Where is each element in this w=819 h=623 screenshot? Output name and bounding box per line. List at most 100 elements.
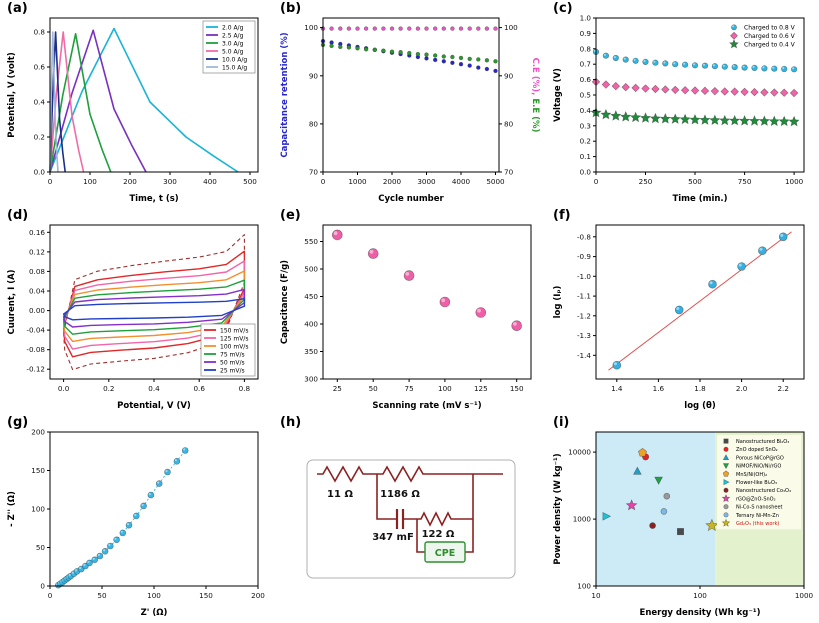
svg-text:Z' (Ω): Z' (Ω) (141, 608, 168, 618)
svg-text:Gd₂O₃ (this work): Gd₂O₃ (this work) (736, 521, 779, 527)
panel-h: (h) 11 Ω 1186 Ω 347 mF 122 Ω CPE (273, 414, 546, 623)
svg-text:750: 750 (738, 177, 752, 186)
svg-text:-0.12: -0.12 (26, 365, 45, 374)
svg-text:100 mV/s: 100 mV/s (220, 343, 248, 350)
svg-text:-1.3: -1.3 (577, 331, 591, 340)
svg-text:2000: 2000 (383, 177, 402, 186)
svg-text:25: 25 (333, 384, 342, 393)
resistor-bottom-path (403, 511, 473, 527)
svg-text:0.8: 0.8 (34, 28, 46, 37)
svg-text:-1.4: -1.4 (577, 351, 591, 360)
svg-text:0.4: 0.4 (148, 384, 160, 393)
svg-text:Ni-Co-S nanosheet: Ni-Co-S nanosheet (736, 505, 783, 511)
chart-f-log-log-fit: 1.4 1.6 1.8 2.0 2.2 -1.4 -1.3 -1.2 -1.1 -1.0 -0.9 -… (553, 224, 805, 411)
svg-text:Capacitance retention (%): Capacitance retention (%) (280, 32, 290, 157)
svg-text:Time, t (s): Time, t (s) (129, 194, 178, 204)
svg-text:- Z'' (Ω): - Z'' (Ω) (7, 491, 17, 527)
svg-text:0.1: 0.1 (580, 152, 591, 161)
svg-text:500: 500 (243, 177, 257, 186)
svg-text:0.6: 0.6 (193, 384, 205, 393)
svg-text:50: 50 (97, 591, 107, 600)
svg-text:0.0: 0.0 (58, 384, 70, 393)
svg-text:Energy density (Wh kg⁻¹): Energy density (Wh kg⁻¹) (640, 608, 761, 618)
svg-text:0.12: 0.12 (29, 247, 45, 256)
chart-g-nyquist-plot: 0 50 100 150 200 0 50 100 150 200 Z' (Ω) - Z'' (Ω) (7, 428, 265, 619)
svg-text:-0.8: -0.8 (577, 232, 591, 241)
chart-b-cycling-stability: 0 1000 2000 3000 4000 5000708090100708090100C… (280, 17, 540, 204)
cpe-box (424, 541, 466, 563)
panel-label-g: (g) (7, 415, 29, 430)
svg-text:0.4: 0.4 (580, 106, 592, 115)
panel-e: (e) 25 50 75 100 125 150 300 350 400 450 500 550 Sca… (273, 207, 546, 414)
svg-text:log (θ): log (θ) (684, 401, 716, 411)
svg-text:3.0 A/g: 3.0 A/g (222, 40, 244, 47)
panel-label-c: (c) (553, 1, 573, 16)
chart-d-cv-curves: 0.0 0.2 0.4 0.6 0.8 -0.12 -0.08 -0.04 0.00 0.04 0.… (7, 224, 259, 411)
svg-text:75: 75 (405, 384, 414, 393)
svg-text:NiMOF/NiO/Ni/rGO: NiMOF/NiO/Ni/rGO (736, 464, 781, 470)
svg-text:0.04: 0.04 (29, 287, 45, 296)
svg-text:MnS/Ni(OH)₂: MnS/Ni(OH)₂ (736, 472, 767, 478)
panel-label-a: (a) (7, 1, 28, 16)
chart-a-gcd-curves: 0 100 200 300 400 500 0.0 0.2 0.4 0.6 0.8 Time, t (… (7, 17, 259, 204)
svg-text:150: 150 (199, 591, 213, 600)
svg-text:1000: 1000 (348, 177, 367, 186)
svg-text:200: 200 (123, 177, 137, 186)
panel-b: (b) 0 1000 2000 3000 4000 5000 70 80 90 100 70 80 90… (273, 0, 546, 207)
svg-text:log (Iₚ): log (Iₚ) (553, 285, 563, 318)
svg-text:2.2: 2.2 (777, 384, 788, 393)
svg-text:3000: 3000 (417, 177, 436, 186)
panel-label-f: (f) (553, 208, 571, 223)
panel-label-b: (b) (280, 1, 302, 16)
capacitor-label: 347 mF (372, 532, 414, 543)
svg-text:0.2: 0.2 (580, 137, 591, 146)
svg-text:100: 100 (304, 23, 318, 32)
svg-text:Nanostructured Co₃O₄: Nanostructured Co₃O₄ (736, 488, 791, 494)
svg-text:10.0 A/g: 10.0 A/g (222, 56, 247, 63)
svg-text:C.E (%), E.E (%): C.E (%), E.E (%) (530, 58, 540, 133)
svg-text:Cycle number: Cycle number (378, 194, 444, 204)
svg-text:0: 0 (321, 177, 326, 186)
svg-text:1000: 1000 (795, 591, 814, 600)
svg-text:-0.08: -0.08 (26, 345, 45, 354)
svg-text:100: 100 (577, 582, 591, 591)
svg-text:1000: 1000 (573, 515, 592, 524)
svg-text:100: 100 (83, 177, 97, 186)
svg-text:Charged to 0.4 V: Charged to 0.4 V (744, 42, 796, 49)
svg-text:2.0: 2.0 (736, 384, 748, 393)
svg-text:80: 80 (309, 119, 319, 128)
cpe-left-path (416, 519, 425, 553)
svg-text:90: 90 (504, 71, 514, 80)
svg-text:1000: 1000 (785, 177, 804, 186)
cpe-right-path (465, 519, 474, 553)
svg-text:rGO@ZnO-SnO₂: rGO@ZnO-SnO₂ (736, 496, 776, 502)
svg-text:Capacitance (F/g): Capacitance (F/g) (280, 260, 290, 344)
svg-text:0.5: 0.5 (580, 91, 591, 100)
svg-text:300: 300 (163, 177, 177, 186)
svg-text:0.0: 0.0 (580, 168, 592, 177)
svg-text:0.8: 0.8 (580, 44, 592, 53)
svg-text:0.6: 0.6 (580, 75, 592, 84)
svg-text:-0.9: -0.9 (577, 252, 591, 261)
chart-h-equivalent-circuit: 11 Ω 1186 Ω 347 mF 122 Ω CPE (306, 459, 516, 579)
panel-label-d: (d) (7, 208, 29, 223)
svg-text:200: 200 (251, 591, 265, 600)
svg-text:150: 150 (510, 384, 524, 393)
svg-text:1.6: 1.6 (653, 384, 665, 393)
svg-text:Ternary Ni-Mn-Zn: Ternary Ni-Mn-Zn (735, 513, 779, 519)
svg-text:0.3: 0.3 (580, 121, 591, 130)
branch-left-path (376, 474, 397, 520)
svg-text:Potential, V (V): Potential, V (V) (117, 401, 191, 411)
svg-text:2.0 A/g: 2.0 A/g (222, 24, 244, 31)
svg-text:5.0 A/g: 5.0 A/g (222, 48, 244, 55)
panel-d: (d) 0.0 0.2 0.4 0.6 0.8 -0.12 -0.08 -0.04 0.00 0.… (0, 207, 273, 414)
svg-text:90: 90 (309, 71, 319, 80)
svg-text:300: 300 (304, 375, 318, 384)
svg-text:0.08: 0.08 (29, 267, 45, 276)
panel-i: (i) 10 100 1000 100 1000 10000 Energy density … (546, 414, 819, 623)
svg-text:Charged to 0.6 V: Charged to 0.6 V (744, 33, 796, 40)
svg-text:0.7: 0.7 (580, 60, 591, 69)
svg-text:Flower-like Bi₂O₃: Flower-like Bi₂O₃ (736, 480, 777, 486)
svg-text:Power density (W kg⁻¹): Power density (W kg⁻¹) (553, 453, 563, 564)
